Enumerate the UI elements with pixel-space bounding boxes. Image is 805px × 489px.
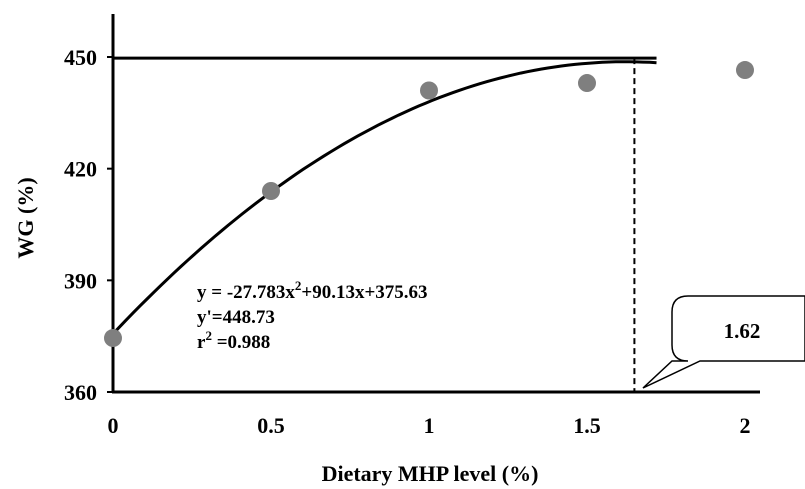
optimum-callout: 1.62 [642,295,805,389]
regression-equation: y = -27.783x2+90.13x+375.63 y'=448.73 r2… [197,278,428,353]
callout-label: 1.62 [724,319,761,343]
x-tick-label: 0.5 [257,413,285,438]
x-tick-label: 1 [424,413,435,438]
data-points [104,61,754,348]
r-squared-value: =0.988 [212,332,270,353]
y-tick-marks [107,56,113,393]
equation-line-1b: +90.13x+375.63 [301,282,427,303]
data-point [578,74,596,93]
y-tick-label: 360 [64,380,97,405]
x-axis-title: Dietary MHP level (%) [322,461,539,486]
equation-superscript: 2 [295,278,302,293]
r-squared-label: r [197,332,206,353]
data-point [104,329,122,348]
equation-line-2: y'=448.73 [197,307,275,328]
x-tick-label: 1.5 [573,413,601,438]
plot-area: 360 390 420 450 0 0.5 1 1.5 2 [64,14,760,438]
y-tick-label: 450 [64,45,97,70]
svg-text:r2 =0.988: r2 =0.988 [197,328,270,353]
y-axis-title: WG (%) [13,177,38,258]
data-point [736,61,754,80]
x-tick-label: 0 [108,413,119,438]
data-point [262,182,280,200]
data-point [420,81,438,100]
fit-curve [111,60,657,335]
y-tick-label: 390 [64,268,97,293]
y-tick-labels: 360 390 420 450 [64,45,97,405]
x-tick-labels: 0 0.5 1 1.5 2 [108,413,751,438]
r-squared-superscript: 2 [205,328,212,343]
y-tick-label: 420 [64,157,97,182]
svg-text:y = -27.783x2+90.13x+375.63: y = -27.783x2+90.13x+375.63 [197,278,428,303]
x-tick-label: 2 [740,413,751,438]
equation-line-1a: y = -27.783x [197,282,295,303]
callout-box [642,295,805,389]
